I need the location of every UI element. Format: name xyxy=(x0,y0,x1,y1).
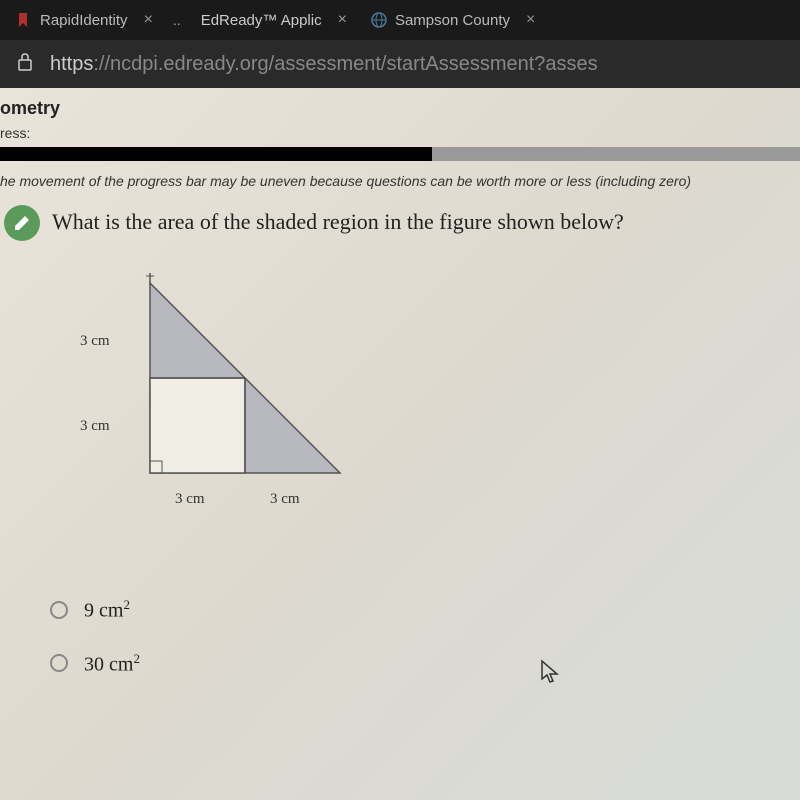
url-path: /assessment/startAssessment?asses xyxy=(269,53,598,75)
tab-edready[interactable]: EdReady™ Applic × xyxy=(189,3,359,37)
answer-option-1[interactable]: 9 cm2 xyxy=(50,583,800,637)
browser-tabs: RapidIdentity × .. EdReady™ Applic × Sam… xyxy=(0,0,800,40)
triangle-diagram xyxy=(140,273,360,483)
close-icon[interactable]: × xyxy=(144,11,153,29)
dim-bottom-right: 3 cm xyxy=(270,491,300,508)
url-protocol: https xyxy=(50,53,93,75)
globe-icon xyxy=(371,12,387,28)
page-title: ometry xyxy=(0,88,800,121)
diagram: 3 cm 3 cm 3 cm 3 cm xyxy=(80,273,420,533)
progress-note: he movement of the progress bar may be u… xyxy=(0,161,800,197)
answer-text: 9 cm2 xyxy=(84,597,130,623)
radio-button[interactable] xyxy=(50,654,68,672)
tab-separator: .. xyxy=(165,12,189,28)
lock-icon xyxy=(16,52,34,77)
radio-button[interactable] xyxy=(50,601,68,619)
progress-bar xyxy=(0,147,800,161)
close-icon[interactable]: × xyxy=(338,11,347,29)
url-host: ://ncdpi.edready.org xyxy=(93,53,268,75)
close-icon[interactable]: × xyxy=(526,11,535,29)
tab-sampson[interactable]: Sampson County × xyxy=(359,3,547,37)
dim-bottom-left: 3 cm xyxy=(175,491,205,508)
tab-label: RapidIdentity xyxy=(40,12,128,29)
pencil-icon xyxy=(4,205,40,241)
cursor-icon xyxy=(540,659,560,690)
progress-label: ress: xyxy=(0,121,800,145)
progress-empty xyxy=(432,147,800,161)
question-row: What is the area of the shaded region in… xyxy=(0,197,800,249)
url-text: https://ncdpi.edready.org/assessment/sta… xyxy=(50,53,598,76)
progress-filled xyxy=(0,147,432,161)
tab-rapididentity[interactable]: RapidIdentity × xyxy=(4,3,165,37)
content-area: ometry ress: he movement of the progress… xyxy=(0,88,800,800)
tab-label: Sampson County xyxy=(395,12,510,29)
tab-label: EdReady™ Applic xyxy=(201,12,322,29)
answer-options: 9 cm2 30 cm2 xyxy=(50,583,800,690)
dim-left-top: 3 cm xyxy=(80,333,110,350)
answer-text: 30 cm2 xyxy=(84,651,140,677)
bookmark-icon xyxy=(16,12,32,28)
answer-option-2[interactable]: 30 cm2 xyxy=(50,637,800,691)
dim-left-bottom: 3 cm xyxy=(80,418,110,435)
question-text: What is the area of the shaded region in… xyxy=(52,205,624,235)
url-bar[interactable]: https://ncdpi.edready.org/assessment/sta… xyxy=(0,40,800,88)
